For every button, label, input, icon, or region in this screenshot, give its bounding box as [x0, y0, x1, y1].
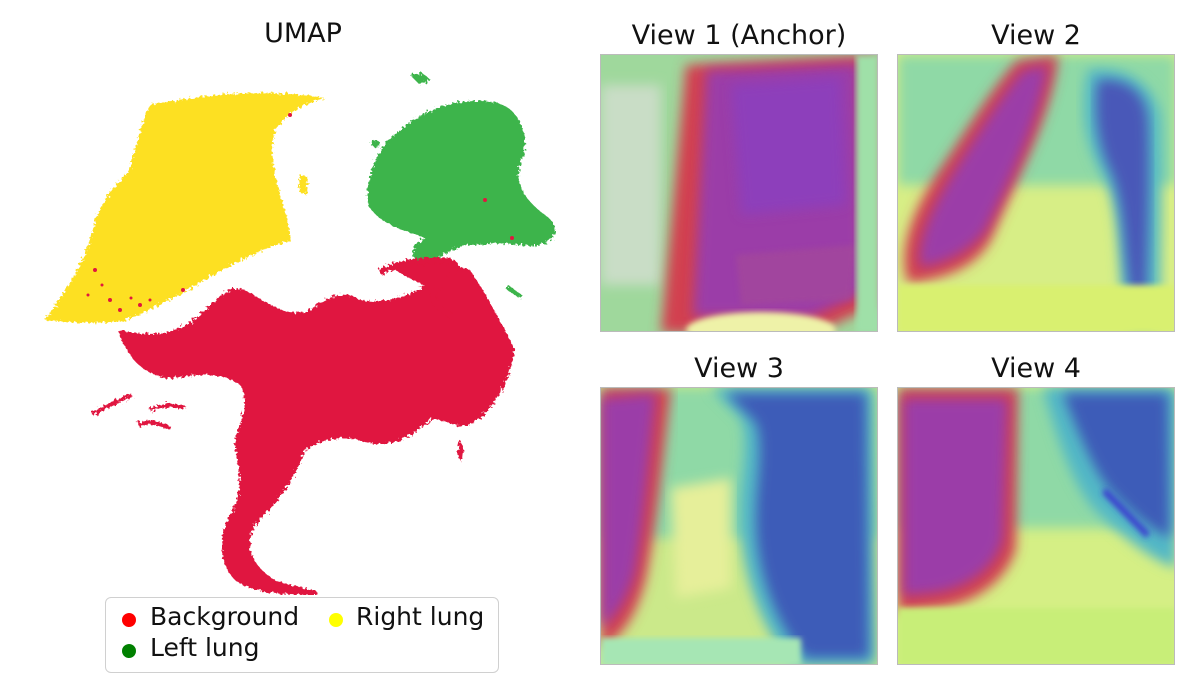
view-4-title: View 4	[991, 353, 1081, 384]
right-lung-cluster	[45, 93, 325, 323]
left-lung-fragment	[371, 140, 380, 148]
left-lung-fragment	[410, 73, 430, 85]
view-4-heatmap	[897, 387, 1175, 665]
background-fragment	[91, 393, 133, 416]
view-1-heatmap	[600, 54, 878, 332]
umap-title: UMAP	[264, 18, 342, 49]
umap-scatter-plot	[45, 73, 556, 595]
right-lung-fragment	[299, 175, 308, 195]
legend: Background Left lung Right lung	[105, 597, 499, 673]
view-1-title: View 1 (Anchor)	[631, 20, 847, 51]
background-fragment	[457, 440, 464, 462]
legend-marker-background	[122, 613, 136, 627]
legend-label-right-lung: Right lung	[356, 602, 485, 631]
legend-marker-right-lung	[329, 613, 343, 627]
view-3-heatmap	[600, 387, 878, 665]
legend-marker-left-lung	[122, 644, 136, 658]
background-points-scatter	[86, 113, 514, 312]
view-2-heatmap	[897, 54, 1175, 332]
legend-label-left-lung: Left lung	[150, 633, 260, 662]
view-3-title: View 3	[694, 353, 784, 384]
background-cluster	[119, 260, 516, 595]
left-lung-cluster	[367, 100, 556, 265]
view-2-title: View 2	[991, 20, 1081, 51]
legend-label-background: Background	[150, 602, 300, 631]
background-loop	[378, 257, 459, 319]
left-lung-fragment	[506, 285, 522, 298]
background-fragment	[137, 403, 186, 430]
